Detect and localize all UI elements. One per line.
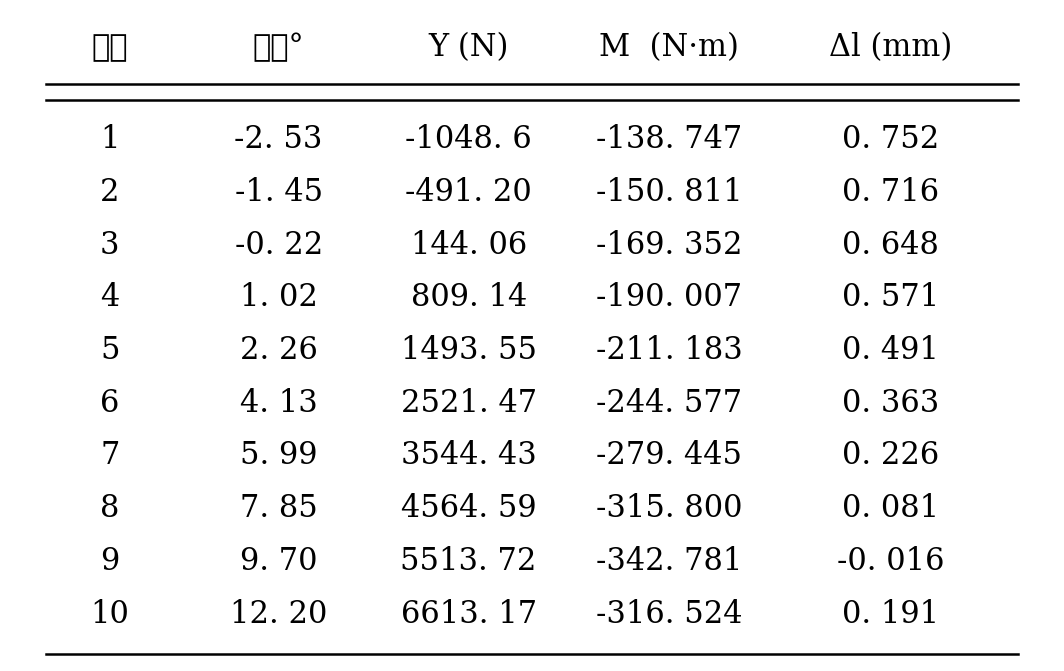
Text: -316. 524: -316. 524 <box>596 599 743 629</box>
Text: 5. 99: 5. 99 <box>239 440 317 472</box>
Text: -150. 811: -150. 811 <box>596 177 743 208</box>
Text: 6613. 17: 6613. 17 <box>401 599 536 629</box>
Text: 1. 02: 1. 02 <box>239 282 317 313</box>
Text: 1493. 55: 1493. 55 <box>401 335 536 366</box>
Text: 0. 716: 0. 716 <box>843 177 940 208</box>
Text: Δl (mm): Δl (mm) <box>829 32 952 63</box>
Text: -279. 445: -279. 445 <box>596 440 743 472</box>
Text: 0. 081: 0. 081 <box>843 493 940 524</box>
Text: 0. 363: 0. 363 <box>843 388 940 419</box>
Text: 9. 70: 9. 70 <box>239 546 317 577</box>
Text: Y (N): Y (N) <box>429 32 509 63</box>
Text: 4564. 59: 4564. 59 <box>401 493 536 524</box>
Text: -0. 016: -0. 016 <box>837 546 945 577</box>
Text: 0. 571: 0. 571 <box>843 282 940 313</box>
Text: 2521. 47: 2521. 47 <box>401 388 536 419</box>
Text: 8: 8 <box>100 493 119 524</box>
Text: 9: 9 <box>100 546 119 577</box>
Text: -169. 352: -169. 352 <box>596 229 743 260</box>
Text: -138. 747: -138. 747 <box>596 124 743 155</box>
Text: -1048. 6: -1048. 6 <box>405 124 532 155</box>
Text: 4. 13: 4. 13 <box>239 388 317 419</box>
Text: 2: 2 <box>100 177 119 208</box>
Text: 809. 14: 809. 14 <box>411 282 527 313</box>
Text: 2. 26: 2. 26 <box>239 335 317 366</box>
Text: 6: 6 <box>100 388 119 419</box>
Text: 0. 752: 0. 752 <box>843 124 940 155</box>
Text: 5513. 72: 5513. 72 <box>400 546 537 577</box>
Text: 10: 10 <box>90 599 129 629</box>
Text: 0. 648: 0. 648 <box>843 229 940 260</box>
Text: -342. 781: -342. 781 <box>596 546 743 577</box>
Text: 0. 491: 0. 491 <box>843 335 940 366</box>
Text: 迎角°: 迎角° <box>253 32 304 63</box>
Text: 7. 85: 7. 85 <box>239 493 317 524</box>
Text: M  (N·m): M (N·m) <box>599 32 739 63</box>
Text: 1: 1 <box>100 124 119 155</box>
Text: -211. 183: -211. 183 <box>596 335 743 366</box>
Text: 3: 3 <box>100 229 119 260</box>
Text: -491. 20: -491. 20 <box>405 177 532 208</box>
Text: 5: 5 <box>100 335 119 366</box>
Text: 3544. 43: 3544. 43 <box>401 440 536 472</box>
Text: -2. 53: -2. 53 <box>234 124 322 155</box>
Text: 4: 4 <box>100 282 119 313</box>
Text: 0. 191: 0. 191 <box>843 599 940 629</box>
Text: 阶梯: 阶梯 <box>92 32 128 63</box>
Text: -0. 22: -0. 22 <box>234 229 322 260</box>
Text: -1. 45: -1. 45 <box>234 177 322 208</box>
Text: 144. 06: 144. 06 <box>411 229 527 260</box>
Text: 12. 20: 12. 20 <box>230 599 328 629</box>
Text: -244. 577: -244. 577 <box>596 388 743 419</box>
Text: -315. 800: -315. 800 <box>596 493 743 524</box>
Text: -190. 007: -190. 007 <box>596 282 743 313</box>
Text: 0. 226: 0. 226 <box>843 440 940 472</box>
Text: 7: 7 <box>100 440 119 472</box>
